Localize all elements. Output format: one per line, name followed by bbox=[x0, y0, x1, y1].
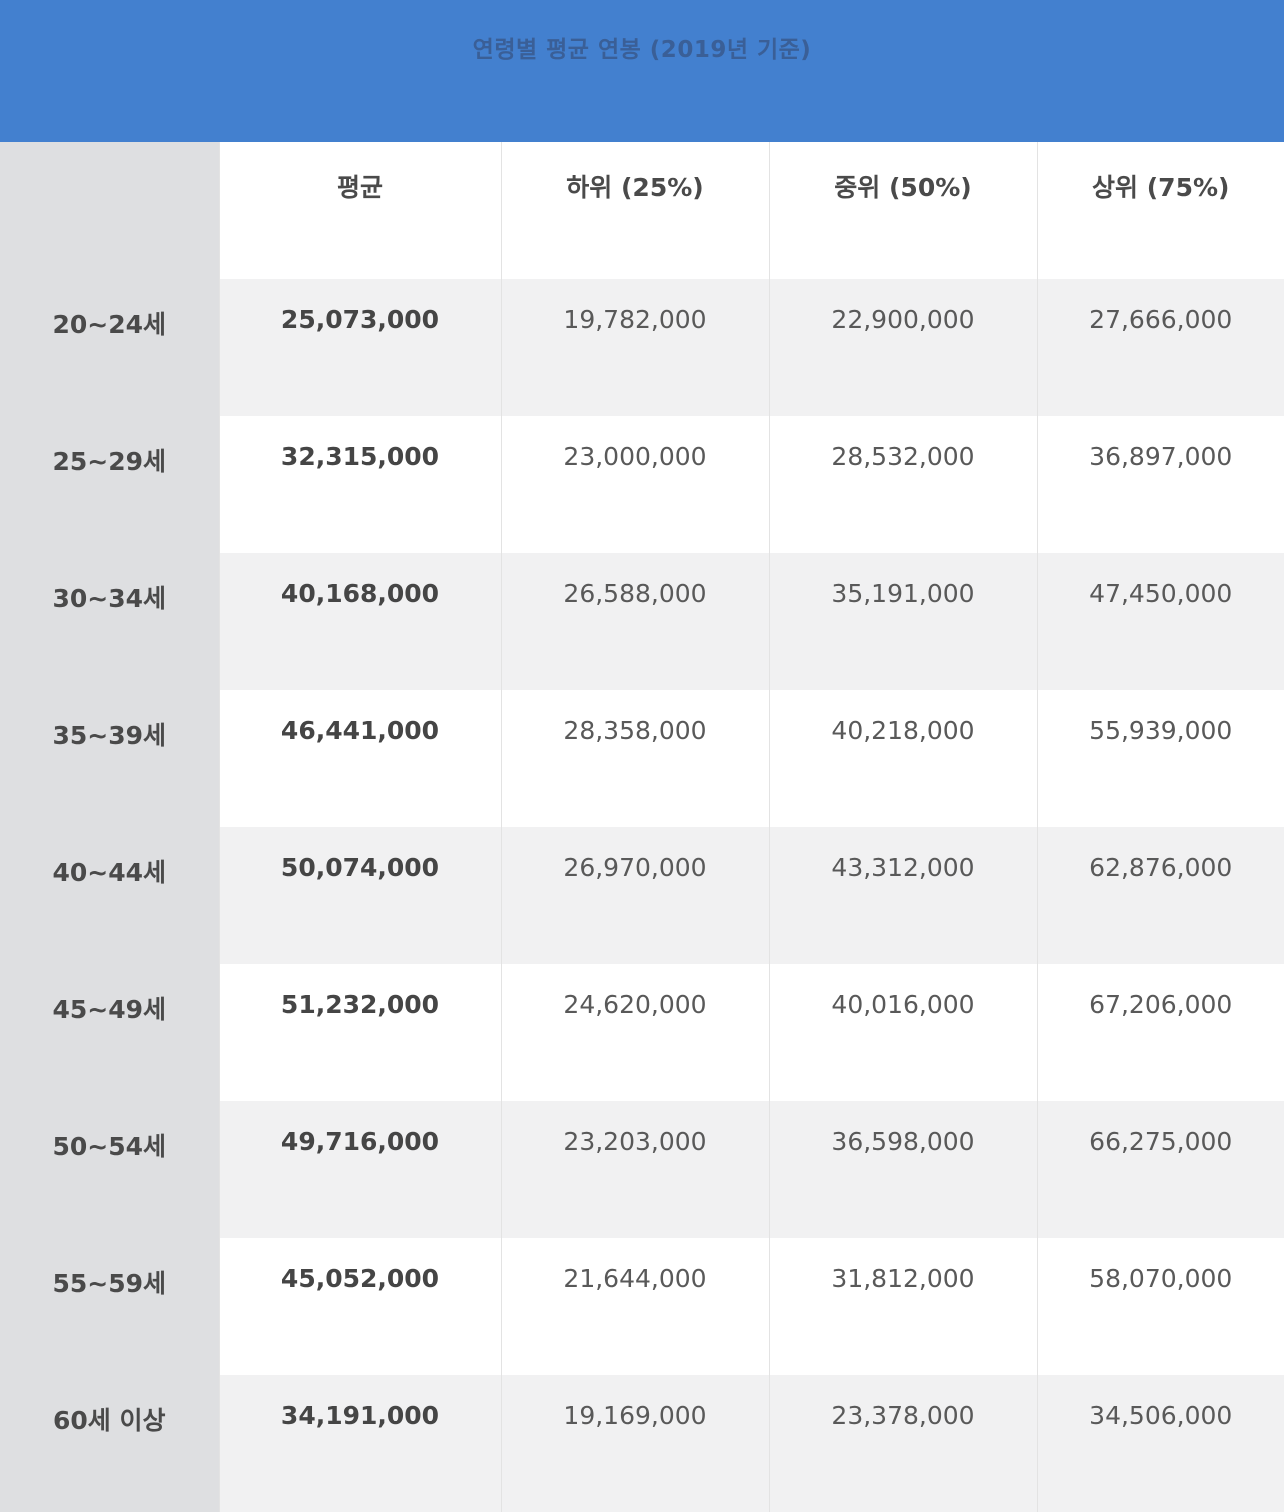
average-cell: 32,315,000 bbox=[219, 416, 502, 553]
header-upper-75: 상위 (75%) bbox=[1037, 142, 1284, 279]
upper-75-cell: 62,876,000 bbox=[1037, 827, 1284, 964]
lower-25-cell: 23,000,000 bbox=[501, 416, 770, 553]
age-group-cell: 35~39세 bbox=[0, 690, 220, 827]
lower-25-cell: 23,203,000 bbox=[501, 1101, 770, 1238]
age-group-cell: 55~59세 bbox=[0, 1238, 220, 1375]
upper-75-cell: 47,450,000 bbox=[1037, 553, 1284, 690]
average-cell: 40,168,000 bbox=[219, 553, 502, 690]
age-group-cell: 20~24세 bbox=[0, 279, 220, 416]
upper-75-cell: 55,939,000 bbox=[1037, 690, 1284, 827]
table-title: 연령별 평균 연봉 (2019년 기준) bbox=[472, 37, 812, 63]
median-50-cell: 40,218,000 bbox=[769, 690, 1038, 827]
salary-table: 평균 하위 (25%) 중위 (50%) 상위 (75%) 20~24세 25,… bbox=[0, 142, 1284, 1512]
average-cell: 51,232,000 bbox=[219, 964, 502, 1101]
median-50-cell: 23,378,000 bbox=[769, 1375, 1038, 1512]
lower-25-cell: 26,588,000 bbox=[501, 553, 770, 690]
table-row: 45~49세 51,232,000 24,620,000 40,016,000 … bbox=[0, 964, 1284, 1101]
lower-25-cell: 24,620,000 bbox=[501, 964, 770, 1101]
age-group-cell: 50~54세 bbox=[0, 1101, 220, 1238]
average-cell: 25,073,000 bbox=[219, 279, 502, 416]
average-cell: 46,441,000 bbox=[219, 690, 502, 827]
average-cell: 34,191,000 bbox=[219, 1375, 502, 1512]
upper-75-cell: 27,666,000 bbox=[1037, 279, 1284, 416]
table-row: 55~59세 45,052,000 21,644,000 31,812,000 … bbox=[0, 1238, 1284, 1375]
age-group-cell: 45~49세 bbox=[0, 964, 220, 1101]
upper-75-cell: 36,897,000 bbox=[1037, 416, 1284, 553]
age-group-cell: 25~29세 bbox=[0, 416, 220, 553]
median-50-cell: 31,812,000 bbox=[769, 1238, 1038, 1375]
median-50-cell: 35,191,000 bbox=[769, 553, 1038, 690]
title-banner: 연령별 평균 연봉 (2019년 기준) bbox=[0, 0, 1284, 142]
age-group-cell: 60세 이상 bbox=[0, 1375, 220, 1512]
age-group-cell: 40~44세 bbox=[0, 827, 220, 964]
upper-75-cell: 66,275,000 bbox=[1037, 1101, 1284, 1238]
lower-25-cell: 26,970,000 bbox=[501, 827, 770, 964]
table-row: 50~54세 49,716,000 23,203,000 36,598,000 … bbox=[0, 1101, 1284, 1238]
median-50-cell: 22,900,000 bbox=[769, 279, 1038, 416]
age-group-cell: 30~34세 bbox=[0, 553, 220, 690]
table-row: 35~39세 46,441,000 28,358,000 40,218,000 … bbox=[0, 690, 1284, 827]
lower-25-cell: 28,358,000 bbox=[501, 690, 770, 827]
header-corner-cell bbox=[0, 142, 220, 279]
table-row: 40~44세 50,074,000 26,970,000 43,312,000 … bbox=[0, 827, 1284, 964]
header-average: 평균 bbox=[219, 142, 502, 279]
table-row: 60세 이상 34,191,000 19,169,000 23,378,000 … bbox=[0, 1375, 1284, 1512]
median-50-cell: 43,312,000 bbox=[769, 827, 1038, 964]
median-50-cell: 40,016,000 bbox=[769, 964, 1038, 1101]
table-row: 30~34세 40,168,000 26,588,000 35,191,000 … bbox=[0, 553, 1284, 690]
table-row: 20~24세 25,073,000 19,782,000 22,900,000 … bbox=[0, 279, 1284, 416]
upper-75-cell: 58,070,000 bbox=[1037, 1238, 1284, 1375]
table-row: 25~29세 32,315,000 23,000,000 28,532,000 … bbox=[0, 416, 1284, 553]
header-lower-25: 하위 (25%) bbox=[501, 142, 770, 279]
average-cell: 49,716,000 bbox=[219, 1101, 502, 1238]
median-50-cell: 28,532,000 bbox=[769, 416, 1038, 553]
upper-75-cell: 67,206,000 bbox=[1037, 964, 1284, 1101]
header-row: 평균 하위 (25%) 중위 (50%) 상위 (75%) bbox=[0, 142, 1284, 279]
lower-25-cell: 19,169,000 bbox=[501, 1375, 770, 1512]
lower-25-cell: 21,644,000 bbox=[501, 1238, 770, 1375]
average-cell: 50,074,000 bbox=[219, 827, 502, 964]
upper-75-cell: 34,506,000 bbox=[1037, 1375, 1284, 1512]
median-50-cell: 36,598,000 bbox=[769, 1101, 1038, 1238]
average-cell: 45,052,000 bbox=[219, 1238, 502, 1375]
header-median-50: 중위 (50%) bbox=[769, 142, 1038, 279]
lower-25-cell: 19,782,000 bbox=[501, 279, 770, 416]
